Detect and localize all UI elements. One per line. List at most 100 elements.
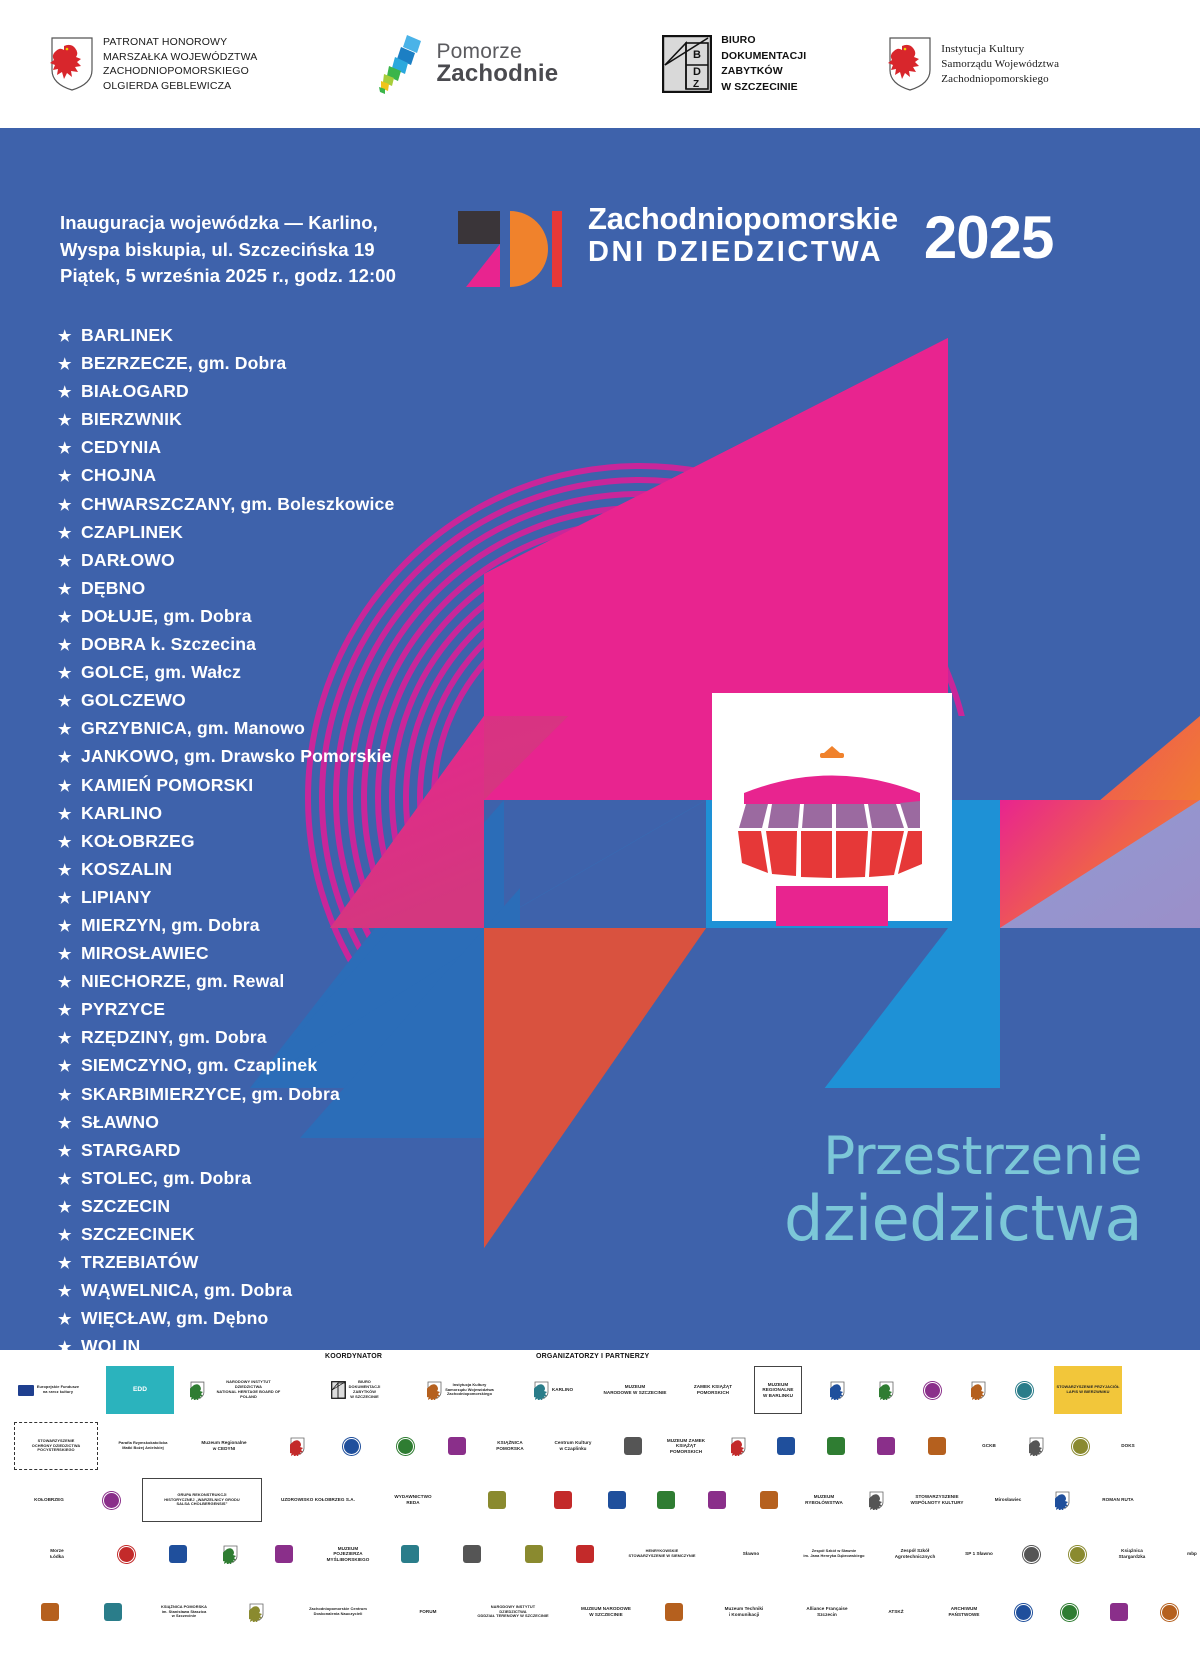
logo-atskz: ATSKŻ [870,1588,922,1636]
partner-emblem-icon [665,1603,683,1621]
city-name: BEZRZECZE, gm. Dobra [81,353,287,374]
poster-body: Inauguracja wojewódzka — Karlino, Wyspa … [0,128,1200,1350]
star-bullet-icon: ★ [58,777,72,795]
city-name: PYRZYCE [81,999,166,1020]
instytucja-kultury-text: Instytucja Kultury Samorządu Województwa… [941,42,1060,85]
sponsor-logo-row: KSIĄŻNICA POMORSKA im. Stanisława Staszic… [0,1588,1200,1636]
logo-parafia: Parafia Rzymskokatolicka Matki Bożej Anie… [112,1422,174,1470]
partner-emblem-icon [608,1491,626,1509]
logo-caption: Instytucja Kultury Samorządu Województwa Z… [445,1381,494,1397]
star-bullet-icon: ★ [58,580,72,598]
logo-nid-2: NARODOWY INSTYTUT DZIEDZICTWA ODDZIAŁ TERE… [470,1588,556,1636]
city-list-item: ★ SIEMCZYNO, gm. Czaplinek [58,1052,394,1080]
city-name: CHWARSZCZANY, gm. Boleszkowice [81,493,395,514]
logo-zamek-2 [444,1530,500,1578]
city-name: SŁAWNO [81,1111,160,1132]
sponsor-logo-row: Morze Łódka MUZEUM POJEZIERZA MYŚLIBORSKIEGO… [0,1530,1200,1578]
logo-caption: Zachodniopomorskie Centrum Doskonalenia N… [309,1606,367,1616]
city-name: WOLIN [81,1336,141,1350]
logo-caption: WYDAWNICTWO REDA [394,1494,432,1505]
participating-cities-list: ★ BARLINEK ★ BEZRZECZE, gm. Dobra ★ BIAŁOGARD… [58,322,394,1350]
star-bullet-icon: ★ [58,917,72,935]
city-name: SZCZECINEK [81,1224,195,1244]
star-bullet-icon: ★ [58,889,72,907]
logo-sp1-slawno: SP 1 Sławno [956,1530,1002,1578]
crest-icon [190,1381,205,1400]
star-bullet-icon: ★ [58,805,72,823]
logo-zespol-szkol-slawno: Zespół Szkół w Sławnie im. Jana Henryka D… [794,1530,874,1578]
city-list-item: ★ CHOJNA [58,462,394,490]
logo-forum: FORUM [400,1588,456,1636]
round-emblem-icon [1160,1603,1178,1621]
logo-muzeum-mysliborz: MUZEUM POJEZIERZA MYŚLIBORSKIEGO [320,1530,376,1578]
star-bullet-icon: ★ [58,440,72,458]
logo-instytucja-kultury: Instytucja Kultury Samorządu Województwa Z… [414,1366,508,1414]
city-list-item: ★ BIAŁOGARD [58,378,394,406]
logo-crest-e [1020,1422,1052,1470]
event-details: Inauguracja wojewódzka — Karlino, Wyspa … [60,210,396,290]
city-name: TRZEBIATÓW [81,1252,199,1273]
city-name: KAMIEŃ POMORSKI [81,774,254,795]
zachodnie-label: Zachodnie [436,60,559,87]
logo-caption: NARODOWY INSTYTUT DZIEDZICTWA ODDZIAŁ TERE… [477,1603,549,1619]
city-list-item: ★ LIPIANY [58,884,394,912]
star-bullet-icon: ★ [58,1255,72,1273]
logo-kol-muzeum [94,1478,128,1522]
city-list-item: ★ SŁAWNO [58,1109,394,1137]
star-bullet-icon: ★ [58,1114,72,1132]
logo-ngo-e [160,1530,196,1578]
logo-disc-dark [332,1422,370,1470]
city-list-item: ★ NIECHORZE, gm. Rewal [58,968,394,996]
star-bullet-icon: ★ [58,693,72,711]
logo-caption: GCKB [982,1443,996,1449]
logo-doks: DOKS [1108,1422,1148,1470]
partner-emblem-icon [624,1437,642,1455]
city-list-item: ★ MIROSŁAWIEC [58,940,394,968]
logo-caption: GRUPA REKONSTRUKCJI HISTORYCZNEJ „WARZELN… [164,1491,240,1507]
star-bullet-icon: ★ [58,608,72,626]
city-list-item: ★ SKARBIMIERZYCE, gm. Dobra [58,1081,394,1109]
city-name: KARLINO [81,802,163,823]
city-name: DOŁUJE, gm. Dobra [81,605,252,626]
city-list-item: ★ TRZEBIATÓW [58,1249,394,1277]
logo-archiwum: ARCHIWUM PAŃSTWOWE [934,1588,994,1636]
svg-text:B: B [693,49,701,61]
city-list-item: ★ SZCZECINEK [58,1221,394,1249]
city-list-item: ★ WĄWELNICA, gm. Dobra [58,1277,394,1305]
logo-muzeum-rybolowstwa: MUZEUM RYBOŁÓWSTWA [802,1478,846,1522]
logo-ngo-a [768,1422,804,1470]
city-name: BIAŁOGARD [81,381,189,402]
logo-caption: ATSKŻ [888,1609,904,1615]
star-bullet-icon: ★ [58,1030,72,1048]
logo-ngo-h [390,1530,430,1578]
logo-caption: Parafia Rzymskokatolicka Matki Bożej Anie… [118,1440,168,1450]
eu-flag-icon [17,1384,34,1396]
logo-ngo-o [1006,1588,1040,1636]
city-list-item: ★ KAMIEŃ POMORSKI [58,772,394,800]
brand-title: Zachodniopomorskie DNI DZIEDZICTWA [588,202,898,269]
star-bullet-icon: ★ [58,1170,72,1188]
logo-ngo-f [212,1530,248,1578]
tagline-line-1: Przestrzenie [823,1126,1142,1187]
logo-muzeum-barlinek: MUZEUM REGIONALNE W BARLINKU [754,1366,802,1414]
zdd-logo-mark-icon [458,211,562,287]
round-emblem-icon [1014,1603,1032,1621]
brand-lockup: Zachodniopomorskie DNI DZIEDZICTWA 2025 [458,202,1054,287]
logo-nid: NARODOWY INSTYTUT DZIEDZICTWA NATIONAL HER… [190,1366,290,1414]
star-bullet-icon: ★ [58,1339,72,1350]
partner-emblem-icon [41,1603,59,1621]
logo-caption: Centrum Kultury w Czaplinku [554,1440,592,1451]
logo-caption: STOWARZYSZENIE PRZYJACIÓŁ LAPIS W BIERZW… [1056,1384,1120,1394]
city-name: WĄWELNICA, gm. Dobra [81,1280,293,1301]
logo-caption: EDD [132,1386,148,1394]
logo-crest-g [1046,1478,1078,1522]
city-list-item: ★ WOLIN [58,1333,394,1350]
round-emblem-icon [1060,1603,1078,1621]
city-list-item: ★ DĘBNO [58,575,394,603]
city-list-item: ★ BARLINEK [58,322,394,350]
city-list-item: ★ DARŁOWO [58,547,394,575]
logo-caption: Muzeum Techniki i Komunikacji [724,1606,764,1617]
crest-icon [730,1437,745,1456]
city-list-item: ★ CEDYNIA [58,434,394,462]
logo-caption: Książnica Stargardzka [1118,1548,1146,1559]
